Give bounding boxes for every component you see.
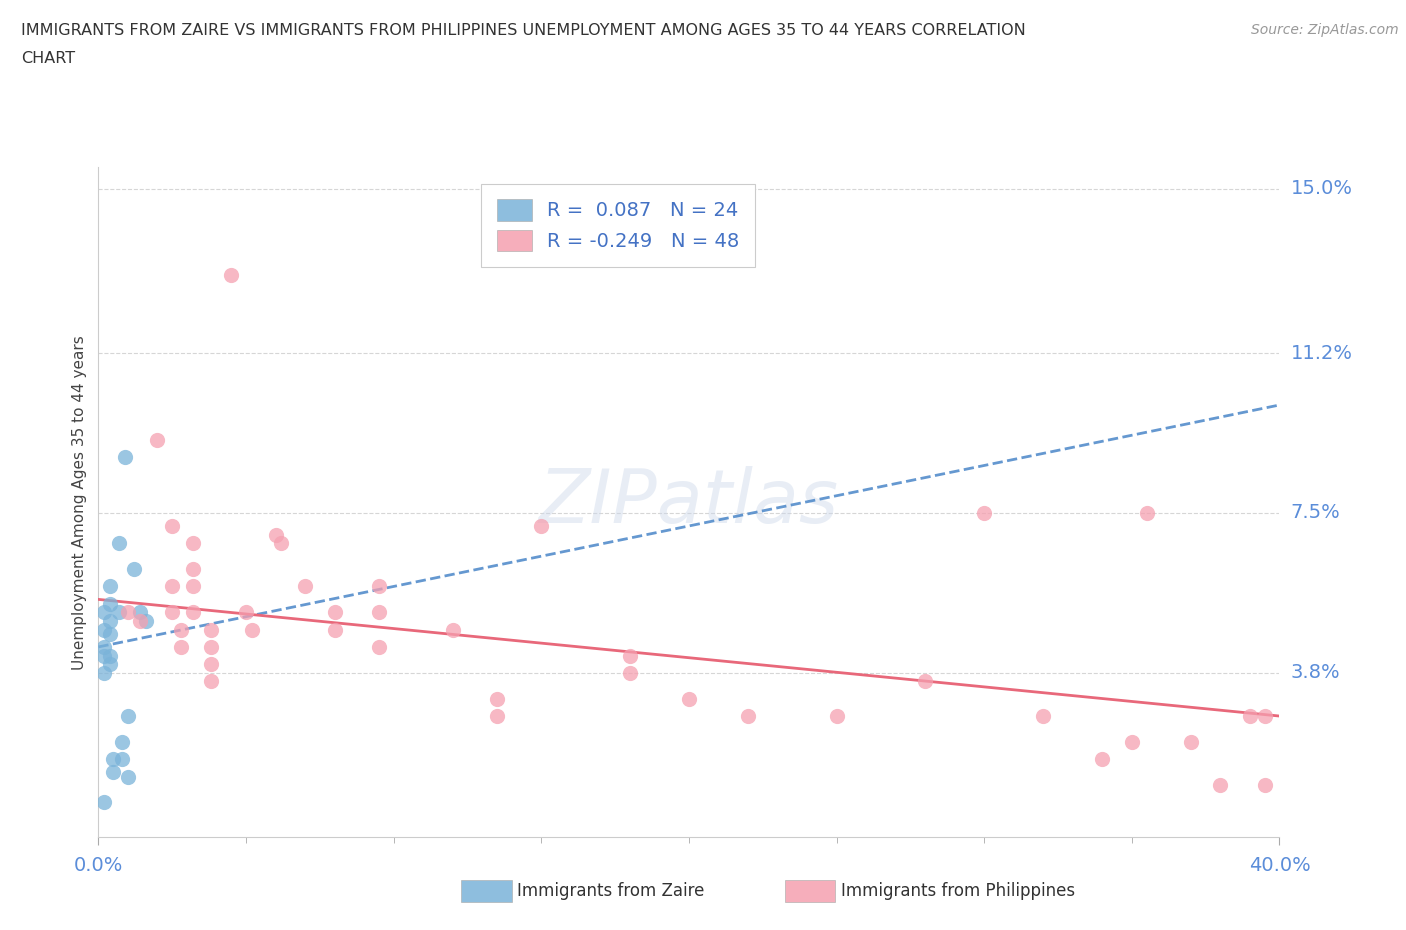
Point — [486, 691, 509, 706]
Point — [98, 657, 121, 671]
Point — [678, 691, 700, 706]
Text: ZIPatlas: ZIPatlas — [538, 466, 839, 538]
Point — [1135, 506, 1157, 521]
Point — [98, 614, 121, 629]
Point — [117, 709, 139, 724]
Point — [181, 579, 204, 594]
Point — [108, 604, 131, 619]
Point — [1254, 709, 1277, 724]
Text: 3.8%: 3.8% — [1291, 663, 1340, 683]
Point — [294, 579, 316, 594]
Point — [368, 640, 391, 655]
Point — [93, 648, 115, 663]
Point — [98, 579, 121, 594]
Point — [264, 527, 287, 542]
Point — [200, 657, 222, 671]
Point — [1254, 777, 1277, 792]
Point — [323, 604, 346, 619]
Point — [914, 674, 936, 689]
Point — [93, 622, 115, 637]
Point — [93, 604, 115, 619]
Text: IMMIGRANTS FROM ZAIRE VS IMMIGRANTS FROM PHILIPPINES UNEMPLOYMENT AMONG AGES 35 : IMMIGRANTS FROM ZAIRE VS IMMIGRANTS FROM… — [21, 23, 1026, 38]
Point — [1032, 709, 1054, 724]
Point — [200, 622, 222, 637]
Point — [368, 579, 391, 594]
Point — [128, 614, 150, 629]
Point — [98, 596, 121, 611]
Text: 11.2%: 11.2% — [1291, 344, 1353, 363]
Point — [530, 519, 553, 534]
Point — [162, 604, 183, 619]
Point — [103, 764, 125, 779]
Point — [170, 640, 193, 655]
Point — [93, 795, 115, 810]
Point — [111, 751, 134, 766]
Point — [270, 536, 292, 551]
Point — [111, 735, 134, 750]
Point — [93, 640, 115, 655]
Point — [200, 640, 222, 655]
Point — [619, 665, 641, 680]
Point — [235, 604, 257, 619]
Point — [240, 622, 263, 637]
Point — [486, 709, 509, 724]
Text: Source: ZipAtlas.com: Source: ZipAtlas.com — [1251, 23, 1399, 37]
Point — [441, 622, 464, 637]
Point — [162, 579, 183, 594]
Point — [973, 506, 995, 521]
Text: 15.0%: 15.0% — [1291, 179, 1353, 198]
Point — [181, 562, 204, 577]
Point — [103, 751, 125, 766]
Text: Immigrants from Philippines: Immigrants from Philippines — [841, 882, 1076, 900]
Point — [181, 604, 204, 619]
Point — [737, 709, 759, 724]
Point — [135, 614, 157, 629]
Text: CHART: CHART — [21, 51, 75, 66]
Point — [1209, 777, 1232, 792]
Point — [1091, 751, 1114, 766]
Point — [170, 622, 193, 637]
Point — [146, 432, 169, 447]
Point — [1239, 709, 1261, 724]
Point — [98, 627, 121, 642]
Point — [108, 536, 131, 551]
Point — [1180, 735, 1202, 750]
Point — [122, 562, 145, 577]
Text: 7.5%: 7.5% — [1291, 503, 1340, 523]
Point — [219, 268, 242, 283]
Point — [181, 536, 204, 551]
Point — [825, 709, 848, 724]
Legend: R =  0.087   N = 24, R = -0.249   N = 48: R = 0.087 N = 24, R = -0.249 N = 48 — [481, 184, 755, 267]
Point — [1121, 735, 1143, 750]
Point — [93, 665, 115, 680]
Point — [117, 769, 139, 784]
Point — [368, 604, 391, 619]
Point — [162, 519, 183, 534]
Text: Immigrants from Zaire: Immigrants from Zaire — [517, 882, 704, 900]
Point — [114, 449, 136, 464]
Y-axis label: Unemployment Among Ages 35 to 44 years: Unemployment Among Ages 35 to 44 years — [72, 335, 87, 670]
Point — [619, 648, 641, 663]
Point — [128, 604, 150, 619]
Point — [323, 622, 346, 637]
Point — [200, 674, 222, 689]
Point — [117, 604, 139, 619]
Point — [98, 648, 121, 663]
